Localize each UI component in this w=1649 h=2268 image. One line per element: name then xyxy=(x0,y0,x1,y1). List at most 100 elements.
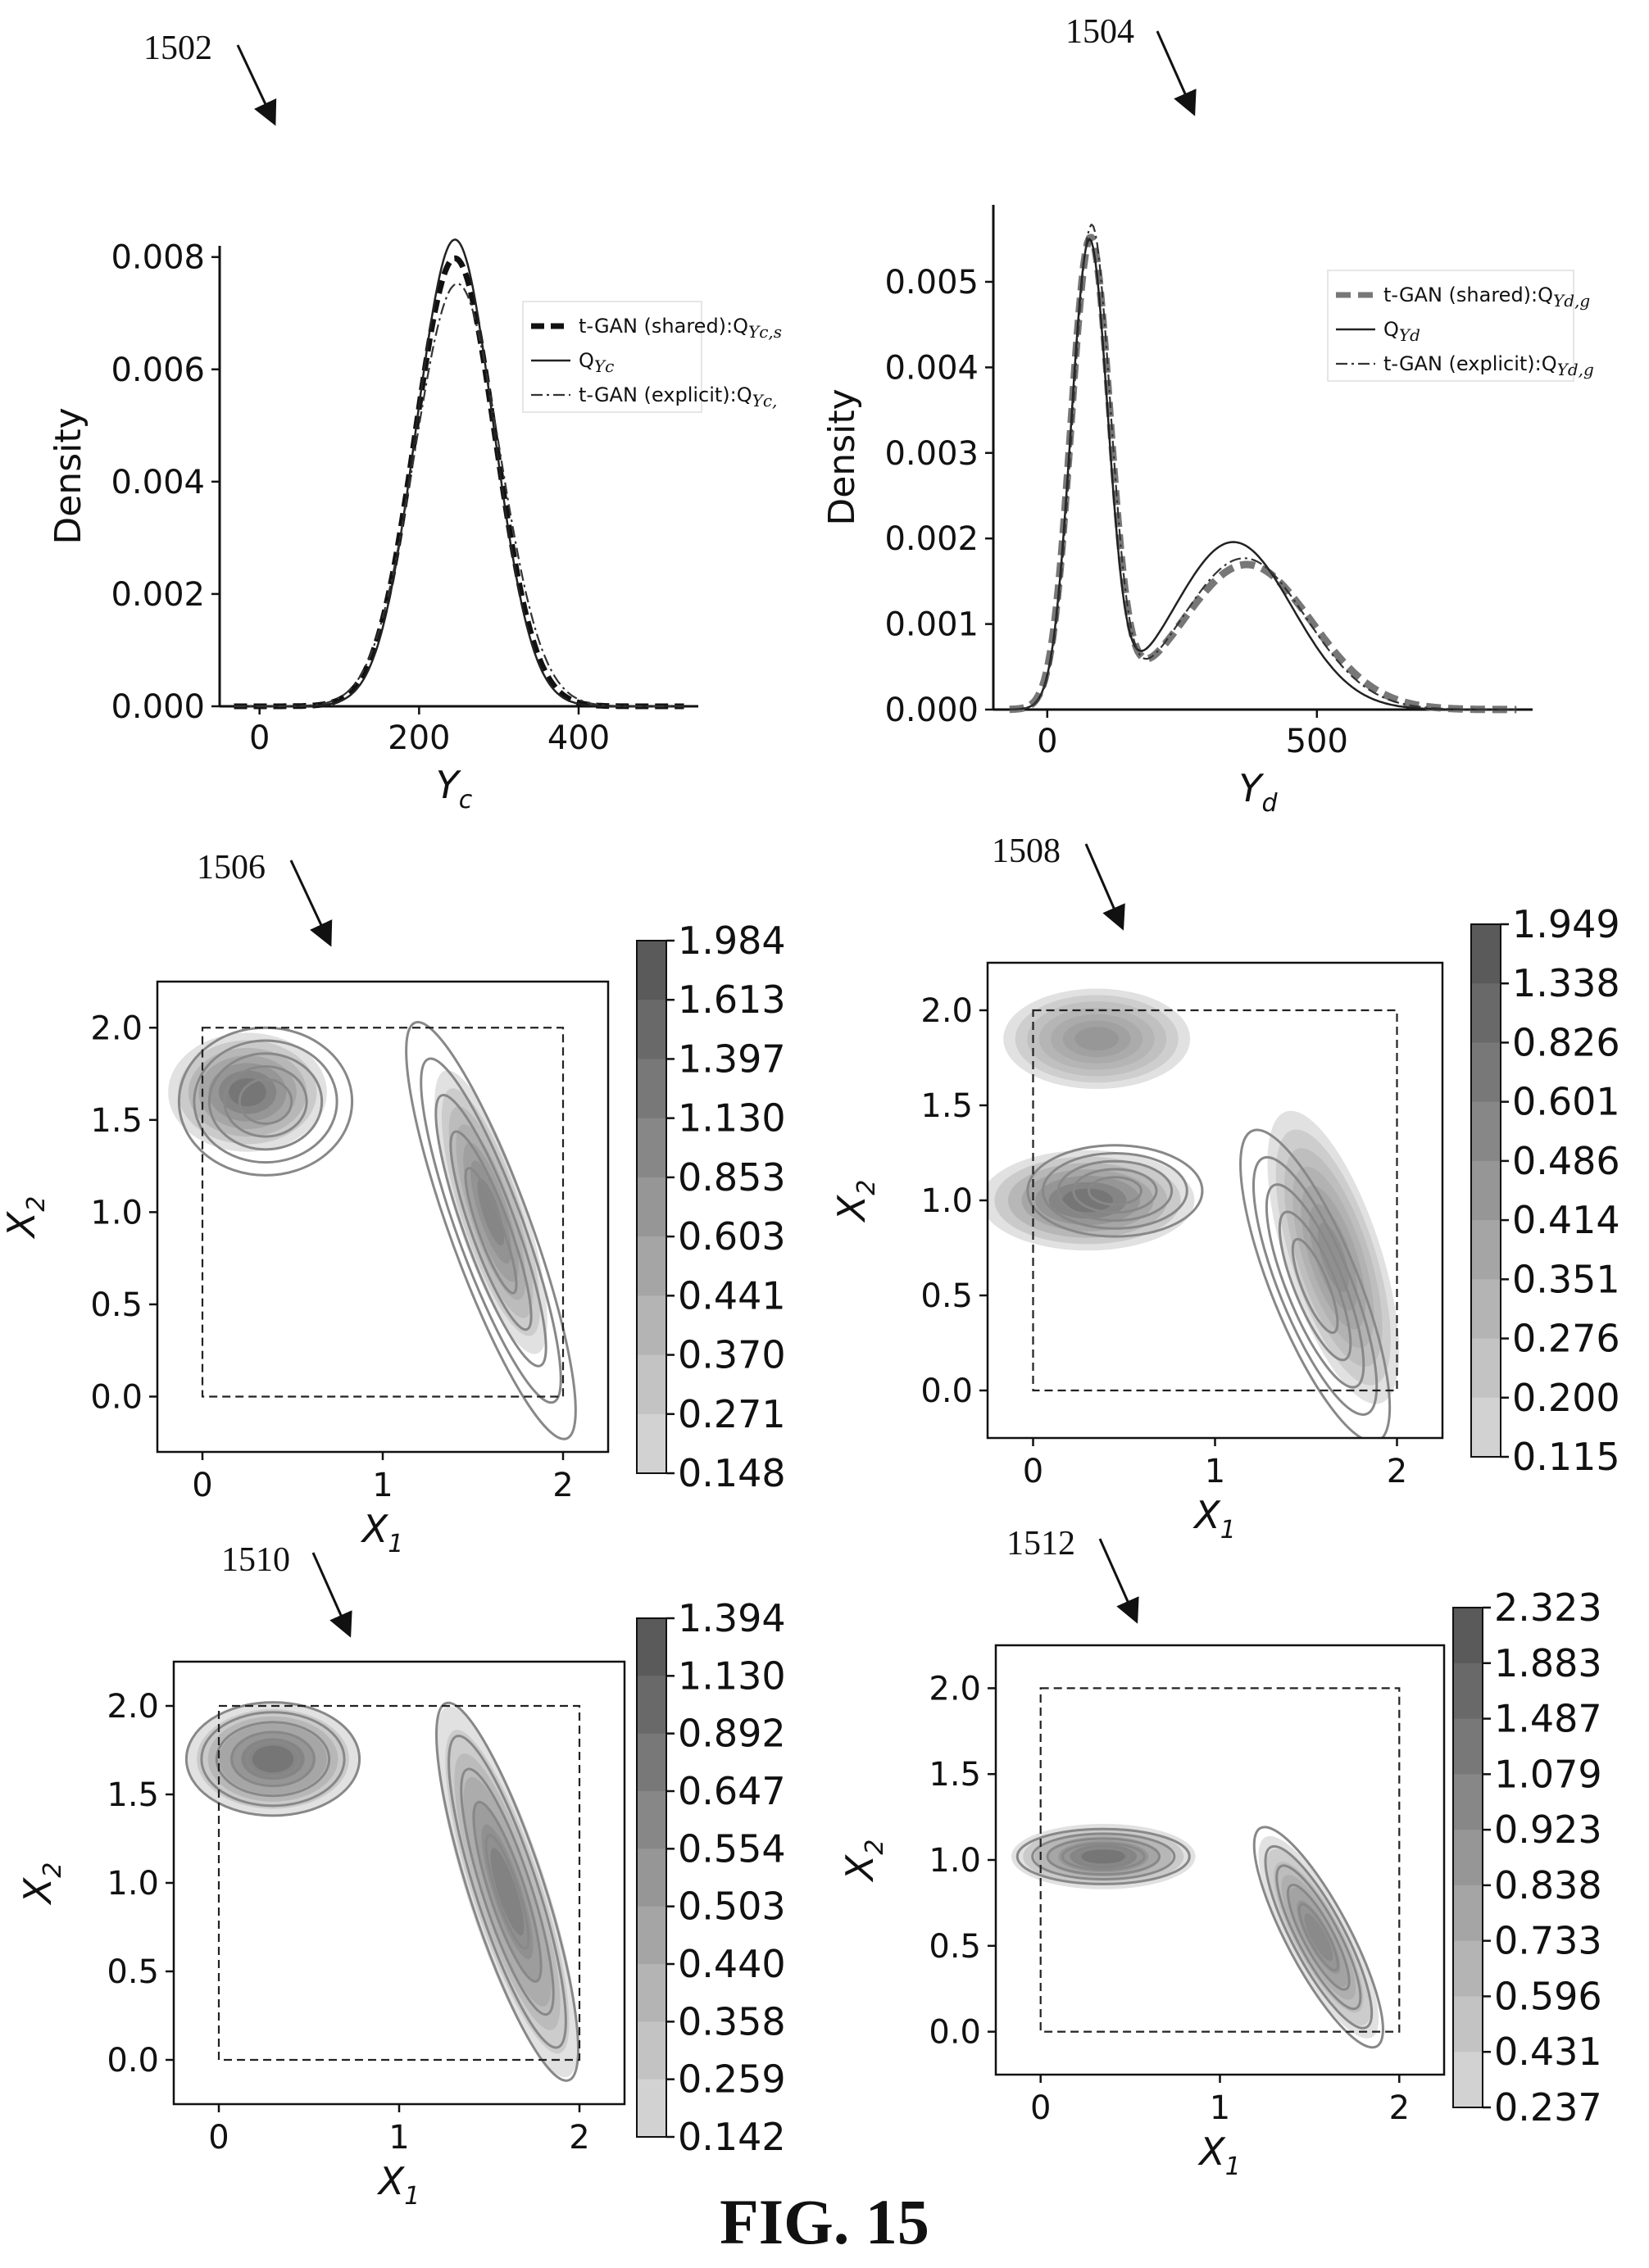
colorbar-label: 1.949 xyxy=(1512,902,1620,946)
x-axis-label: X1 xyxy=(1197,2130,1241,2181)
y-tick-label: 0.008 xyxy=(111,239,205,277)
contour-line xyxy=(1026,1144,1204,1238)
contour-plot-1510: 0 1 2 0.0 0.5 1.0 1.5 2.0 X1 X2 1.394 1.130 0.892 0.6… xyxy=(16,1596,786,2211)
contour-line xyxy=(1278,1210,1352,1362)
contour-line xyxy=(472,1800,543,1983)
colorbar-label: 0.441 xyxy=(678,1273,786,1318)
domain-box xyxy=(201,1027,565,1398)
y-tick-label: 1.5 xyxy=(920,1087,973,1125)
ref-1508: 1508 xyxy=(992,832,1125,931)
colorbar-frame xyxy=(1470,923,1501,1458)
colorbar-label: 0.276 xyxy=(1512,1317,1620,1361)
y-axis-label: Density xyxy=(821,388,863,525)
ref-1512: 1512 xyxy=(1006,1525,1139,1624)
y-tick-label: 0.005 xyxy=(884,264,979,302)
x-tick-label: 200 xyxy=(388,719,450,757)
density-fill xyxy=(1074,1027,1120,1051)
colorbar-label: 0.503 xyxy=(678,1885,786,1929)
contour-line xyxy=(230,1730,316,1788)
contour-line xyxy=(449,1130,533,1331)
x-tick-label: 0 xyxy=(208,2119,229,2157)
y-tick-label: 0.0 xyxy=(90,1378,143,1416)
colorbar-label: 0.603 xyxy=(678,1214,786,1259)
y-tick-label: 0.000 xyxy=(884,692,979,729)
contour-line xyxy=(207,1052,324,1151)
y-tick-label: 0.002 xyxy=(111,576,205,614)
contour-line xyxy=(1265,1183,1365,1389)
colorbar-segment xyxy=(637,2021,666,2080)
contour-line xyxy=(1056,1159,1174,1222)
colorbar-segment xyxy=(1453,1662,1483,1720)
colorbar-label: 1.883 xyxy=(1494,1641,1602,1685)
y-tick-label: 0.5 xyxy=(90,1286,143,1324)
contour-line xyxy=(238,1077,293,1125)
contour-plot-1506: 0 1 2 0.0 0.5 1.0 1.5 2.0 X1 X2 1.984 1.613 1.397 1.1… xyxy=(0,919,786,1558)
x-tick-label: 0 xyxy=(1030,2089,1051,2127)
contour-line xyxy=(1252,1826,1384,2049)
colorbar-label: 2.323 xyxy=(1494,1585,1602,1630)
y-tick-label: 0.000 xyxy=(111,688,205,726)
y-tick-label: 0.0 xyxy=(929,2014,981,2052)
y-axis-label: Density xyxy=(48,407,89,544)
contour-line xyxy=(1072,1168,1158,1214)
colorbar-label: 1.079 xyxy=(1494,1752,1602,1796)
colorbar-label: 0.370 xyxy=(678,1333,786,1377)
colorbar-segment xyxy=(1471,1101,1501,1162)
contour-line xyxy=(1239,1128,1392,1438)
colorbar-segment xyxy=(637,1413,666,1474)
density-plot-yc: 0.000 0.002 0.004 0.006 0.008 0 200 400 Density Y… xyxy=(48,238,782,814)
density-fill xyxy=(252,1745,294,1773)
x-tick-label: 0 xyxy=(192,1467,212,1504)
colorbar-label: 1.130 xyxy=(678,1653,786,1698)
y-tick-label: 0.5 xyxy=(920,1277,973,1315)
series-line-1 xyxy=(1009,238,1517,711)
ref-1508-label: 1508 xyxy=(992,832,1061,870)
density-fill xyxy=(1304,1913,1333,1962)
contour-line xyxy=(1287,1883,1351,1991)
colorbar-label: 0.115 xyxy=(1512,1435,1620,1479)
y-tick-label: 0.002 xyxy=(884,520,979,558)
x-tick-label: 2 xyxy=(1387,1453,1407,1490)
contour-line xyxy=(1275,1864,1362,2011)
ref-1502: 1502 xyxy=(143,29,277,126)
colorbar-label: 0.431 xyxy=(1494,2030,1602,2074)
colorbar-segment xyxy=(637,1791,666,1849)
x-tick-label: 0 xyxy=(1023,1453,1043,1490)
colorbar-segment xyxy=(637,1295,666,1356)
x-tick-label: 2 xyxy=(552,1467,573,1504)
y-tick-label: 2.0 xyxy=(929,1670,981,1708)
ref-1506-label: 1506 xyxy=(197,849,266,887)
colorbar-segment xyxy=(1471,1160,1501,1221)
contour-line xyxy=(177,1026,354,1177)
ref-1510-arrow xyxy=(311,1552,352,1638)
y-tick-label: 0.003 xyxy=(884,435,979,473)
colorbar-segment xyxy=(1453,1830,1483,1886)
colorbar-label: 0.271 xyxy=(678,1392,786,1436)
y-axis-label: X2 xyxy=(829,1180,881,1223)
legend-entry: t-GAN (shared):QYc,s xyxy=(579,315,782,342)
colorbar-segment xyxy=(637,1906,666,1965)
contour-line xyxy=(1076,1847,1131,1867)
y-tick-label: 2.0 xyxy=(107,1688,159,1726)
colorbar-frame xyxy=(1452,1607,1483,2108)
colorbar-segment xyxy=(1471,1397,1501,1458)
contour-line xyxy=(1264,1844,1374,2030)
contour-line xyxy=(1041,1151,1188,1230)
colorbar-segment xyxy=(1471,1338,1501,1399)
y-tick-label: 0.006 xyxy=(111,352,205,389)
colorbar-label: 0.200 xyxy=(1512,1376,1620,1420)
density-fill xyxy=(1081,1848,1125,1865)
colorbar-segment xyxy=(637,1118,666,1178)
contour-line xyxy=(200,1711,346,1808)
density-plot-yd: 0.000 0.001 0.002 0.003 0.004 0.005 0 500 Densit… xyxy=(821,205,1594,818)
colorbar-label: 1.397 xyxy=(678,1036,786,1081)
colorbar-segment xyxy=(1453,1996,1483,2053)
contour-line xyxy=(1031,1832,1176,1880)
ref-1510: 1510 xyxy=(221,1541,352,1638)
colorbar-segment xyxy=(637,1733,666,1792)
x-tick-label: 500 xyxy=(1286,723,1348,760)
x-axis-label: X1 xyxy=(361,1507,404,1558)
ref-1502-arrow xyxy=(236,44,277,126)
ref-1506-arrow xyxy=(289,860,333,947)
colorbar-label: 1.487 xyxy=(1494,1697,1602,1741)
